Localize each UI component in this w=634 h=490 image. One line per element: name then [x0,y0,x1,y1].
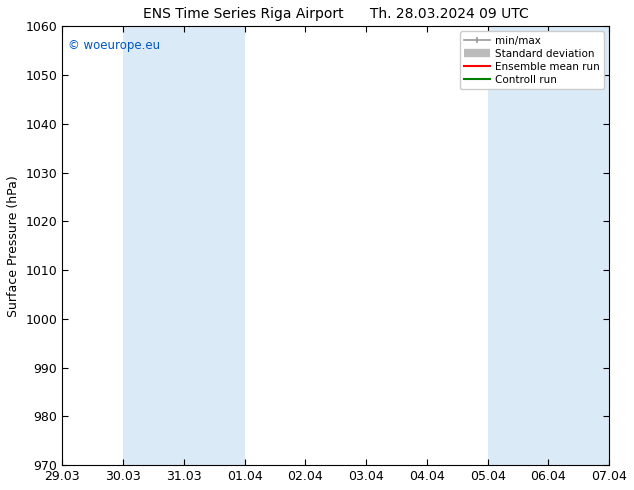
Legend: min/max, Standard deviation, Ensemble mean run, Controll run: min/max, Standard deviation, Ensemble me… [460,31,604,89]
Bar [548,26,609,465]
Bar [488,26,548,465]
Bar [123,26,184,465]
Title: ENS Time Series Riga Airport      Th. 28.03.2024 09 UTC: ENS Time Series Riga Airport Th. 28.03.2… [143,7,529,21]
Bar [184,26,245,465]
Y-axis label: Surface Pressure (hPa): Surface Pressure (hPa) [7,175,20,317]
Text: © woeurope.eu: © woeurope.eu [68,40,160,52]
